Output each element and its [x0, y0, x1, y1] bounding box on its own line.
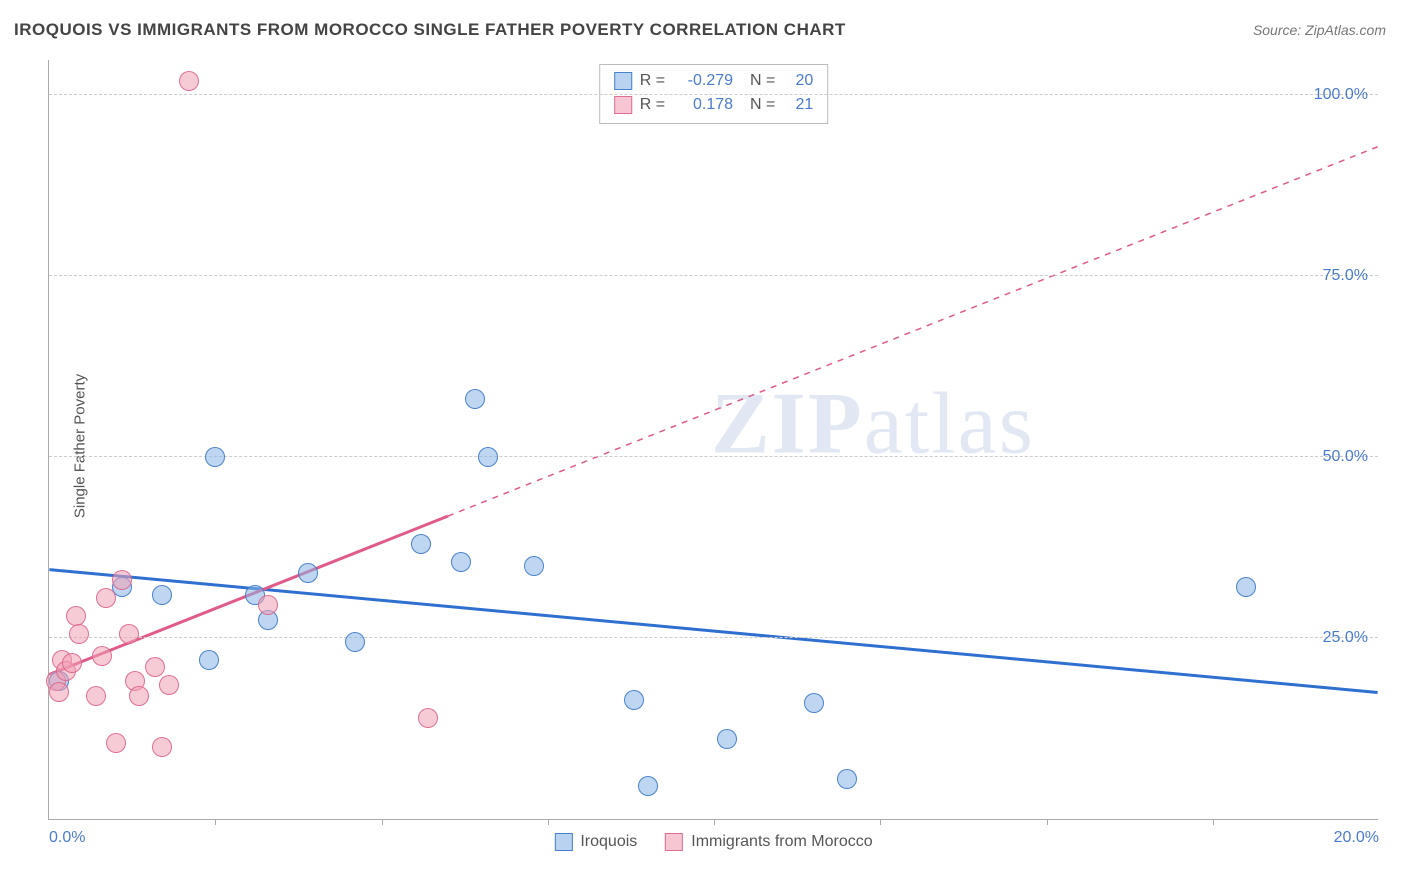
data-point [298, 563, 318, 583]
n-value-iroquois: 20 [783, 69, 813, 93]
data-point [69, 624, 89, 644]
x-tick-mark [714, 819, 715, 825]
r-value-morocco: 0.178 [673, 93, 733, 117]
data-point [179, 71, 199, 91]
legend-item-iroquois: Iroquois [554, 833, 637, 851]
data-point [638, 776, 658, 796]
legend-label-morocco: Immigrants from Morocco [691, 833, 872, 851]
stats-row-iroquois: R = -0.279 N = 20 [614, 69, 814, 93]
n-value-morocco: 21 [783, 93, 813, 117]
correlation-chart: IROQUOIS VS IMMIGRANTS FROM MOROCCO SING… [0, 0, 1406, 892]
swatch-morocco [665, 833, 683, 851]
data-point [451, 552, 471, 572]
data-point [119, 624, 139, 644]
swatch-iroquois [554, 833, 572, 851]
data-point [258, 595, 278, 615]
data-point [345, 632, 365, 652]
x-tick-mark [382, 819, 383, 825]
data-point [411, 534, 431, 554]
legend-item-morocco: Immigrants from Morocco [665, 833, 872, 851]
data-point [62, 653, 82, 673]
data-point [624, 690, 644, 710]
trendline-dashed [448, 147, 1378, 516]
r-label: R = [640, 93, 665, 117]
data-point [152, 585, 172, 605]
y-tick-label: 75.0% [1323, 267, 1368, 285]
n-label: N = [741, 93, 775, 117]
r-value-iroquois: -0.279 [673, 69, 733, 93]
data-point [66, 606, 86, 626]
x-tick-label-max: 20.0% [1334, 829, 1379, 847]
watermark: ZIPatlas [711, 374, 1035, 475]
data-point [49, 682, 69, 702]
source-attribution: Source: ZipAtlas.com [1253, 22, 1386, 38]
x-tick-mark [880, 819, 881, 825]
data-point [418, 708, 438, 728]
data-point [159, 675, 179, 695]
data-point [92, 646, 112, 666]
gridline [49, 456, 1378, 457]
swatch-morocco [614, 96, 632, 114]
data-point [96, 588, 116, 608]
gridline [49, 275, 1378, 276]
gridline [49, 94, 1378, 95]
data-point [804, 693, 824, 713]
data-point [106, 733, 126, 753]
stats-row-morocco: R = 0.178 N = 21 [614, 93, 814, 117]
data-point [152, 737, 172, 757]
chart-title: IROQUOIS VS IMMIGRANTS FROM MOROCCO SING… [14, 20, 846, 40]
data-point [205, 447, 225, 467]
x-tick-mark [1047, 819, 1048, 825]
data-point [524, 556, 544, 576]
x-tick-mark [548, 819, 549, 825]
x-tick-mark [215, 819, 216, 825]
data-point [465, 389, 485, 409]
data-point [129, 686, 149, 706]
data-point [837, 769, 857, 789]
data-point [717, 729, 737, 749]
data-point [199, 650, 219, 670]
x-tick-mark [1213, 819, 1214, 825]
y-tick-label: 50.0% [1323, 448, 1368, 466]
trend-lines-svg [49, 60, 1378, 819]
x-tick-label-min: 0.0% [49, 829, 85, 847]
y-tick-label: 25.0% [1323, 629, 1368, 647]
r-label: R = [640, 69, 665, 93]
data-point [1236, 577, 1256, 597]
data-point [112, 570, 132, 590]
data-point [478, 447, 498, 467]
swatch-iroquois [614, 72, 632, 90]
y-tick-label: 100.0% [1314, 86, 1368, 104]
n-label: N = [741, 69, 775, 93]
data-point [145, 657, 165, 677]
plot-area: ZIPatlas R = -0.279 N = 20 R = 0.178 N =… [48, 60, 1378, 820]
legend-label-iroquois: Iroquois [580, 833, 637, 851]
legend-bottom: Iroquois Immigrants from Morocco [554, 833, 872, 851]
gridline [49, 637, 1378, 638]
data-point [86, 686, 106, 706]
